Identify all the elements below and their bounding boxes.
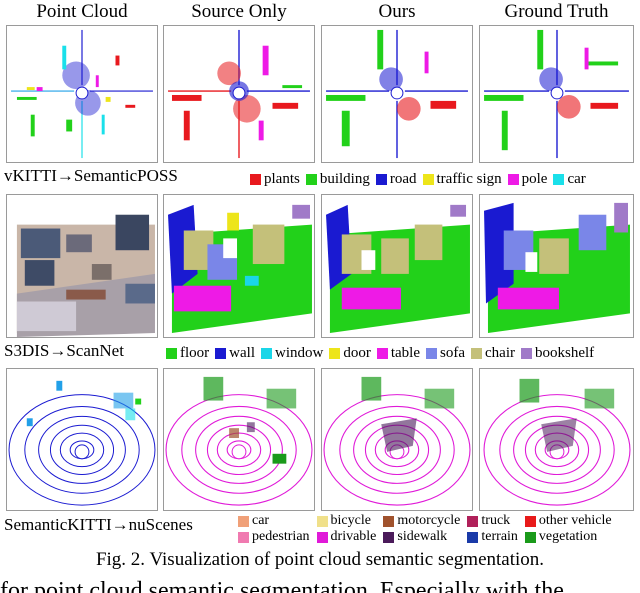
row2-ours-image [321, 194, 473, 338]
legend-item: bicycle [316, 513, 377, 529]
row2-source-only-image [163, 194, 315, 338]
legend-item: car [553, 171, 586, 188]
legend-item: sofa [426, 345, 465, 362]
legend-item: table [376, 345, 420, 362]
legend-item: terrain [467, 529, 518, 545]
row1-point-cloud-image [6, 25, 158, 163]
legend-item: window [261, 345, 323, 362]
legend-item: plants [250, 171, 300, 188]
legend-item: bookshelf [520, 345, 594, 362]
row2-label: S3DIS→ScanNet [4, 341, 124, 360]
legend-item: traffic sign [422, 171, 502, 188]
column-header-source-only: Source Only [191, 1, 287, 22]
row1-ours-image [321, 25, 473, 163]
column-header-point-cloud: Point Cloud [36, 1, 128, 22]
legend-item: other vehicle [524, 513, 612, 529]
row3-ground-truth-image [479, 368, 634, 511]
legend-item: vegetation [524, 529, 612, 545]
row2-point-cloud-image [6, 194, 158, 338]
legend-item: motorcycle [383, 513, 460, 529]
legend-item: building [305, 171, 370, 188]
row1-legend: plants building road traffic sign pole c… [250, 171, 586, 188]
row1-source-only-image [163, 25, 315, 163]
column-header-ground-truth: Ground Truth [504, 1, 609, 22]
row3-source-only-image [163, 368, 315, 511]
row1-ground-truth-image [479, 25, 634, 163]
row2-legend: floor wall window door table sofa chair … [166, 345, 594, 362]
row1-label: vKITTI→SemanticPOSS [4, 166, 178, 185]
row3-label: SemanticKITTI→nuScenes [4, 515, 193, 534]
column-header-ours: Ours [378, 1, 416, 22]
row3-legend: car bicycle motorcycle truck other vehic… [238, 513, 612, 545]
row3-point-cloud-image [6, 368, 158, 511]
legend-item: pedestrian [238, 529, 310, 545]
body-text-line: for point cloud semantic segmentation. E… [0, 578, 564, 593]
row3-ours-image [321, 368, 473, 511]
legend-item: road [375, 171, 417, 188]
legend-item: door [329, 345, 371, 362]
legend-item: sidewalk [383, 529, 460, 545]
figure-caption: Fig. 2. Visualization of point cloud sem… [95, 549, 545, 570]
legend-item: pole [507, 171, 547, 188]
legend-item: wall [215, 345, 255, 362]
legend-item: chair [471, 345, 515, 362]
legend-item: floor [166, 345, 209, 362]
legend-item: car [238, 513, 310, 529]
legend-item: truck [467, 513, 518, 529]
row2-ground-truth-image [479, 194, 634, 338]
legend-item: drivable [316, 529, 376, 545]
